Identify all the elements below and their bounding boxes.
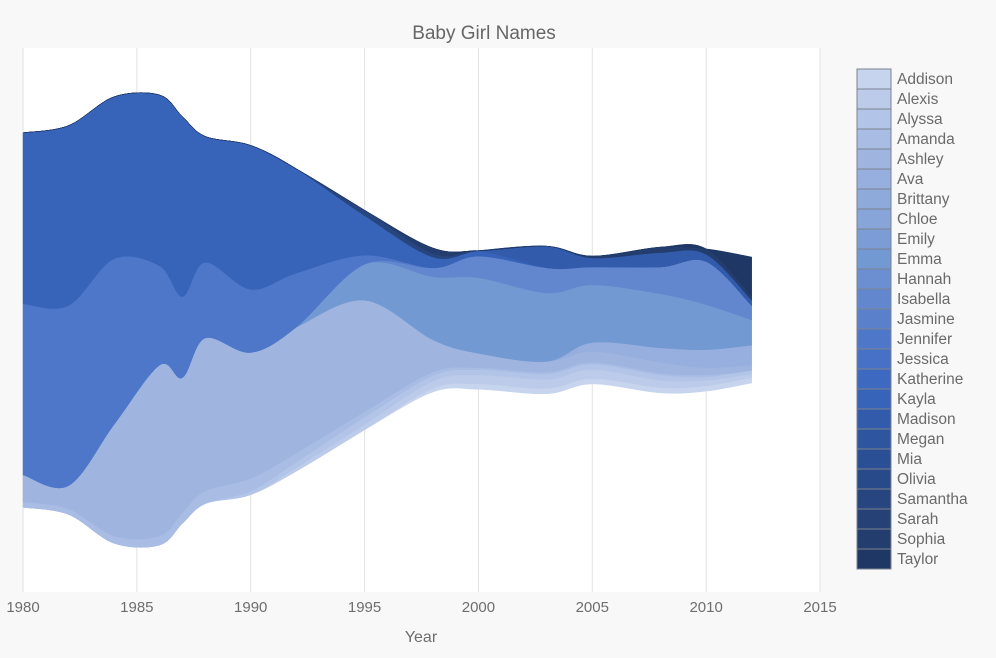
x-tick-label-1995: 1995: [348, 599, 381, 616]
legend-label-alyssa[interactable]: Alyssa: [897, 111, 943, 128]
legend-swatch-madison[interactable]: [856, 408, 892, 430]
legend-label-alexis[interactable]: Alexis: [897, 91, 939, 108]
x-tick-label-2015: 2015: [803, 599, 836, 616]
legend-swatch-ava[interactable]: [856, 168, 892, 190]
x-tick-label-2010: 2010: [689, 599, 722, 616]
legend-swatch-kayla[interactable]: [856, 388, 892, 410]
legend-swatch-samantha[interactable]: [856, 488, 892, 510]
stream-layers: [22, 92, 752, 548]
legend-label-olivia[interactable]: Olivia: [897, 471, 936, 488]
x-tick-label-1985: 1985: [120, 599, 153, 616]
legend-label-isabella[interactable]: Isabella: [897, 291, 951, 308]
legend-swatch-sophia[interactable]: [856, 528, 892, 550]
legend-swatch-emma[interactable]: [856, 248, 892, 270]
legend-label-hannah[interactable]: Hannah: [897, 271, 951, 288]
legend-swatch-chloe[interactable]: [856, 208, 892, 230]
legend-label-brittany[interactable]: Brittany: [897, 191, 950, 208]
legend-swatch-amanda[interactable]: [856, 128, 892, 150]
legend-label-samantha[interactable]: Samantha: [897, 491, 968, 508]
legend: Addison Alexis Alyssa Amanda Ashley Ava Britta…: [856, 68, 968, 570]
legend-label-ashley[interactable]: Ashley: [897, 151, 944, 168]
legend-swatch-taylor[interactable]: [856, 548, 892, 570]
legend-swatch-jessica[interactable]: [856, 348, 892, 370]
legend-label-katherine[interactable]: Katherine: [897, 371, 963, 388]
x-tick-label-1990: 1990: [234, 599, 267, 616]
x-axis-ticks: 1980 1985 1990 1995 2000 2005 2010 2015: [6, 599, 836, 616]
legend-swatch-mia[interactable]: [856, 448, 892, 470]
legend-swatch-sarah[interactable]: [856, 508, 892, 530]
legend-swatch-emily[interactable]: [856, 228, 892, 250]
legend-label-chloe[interactable]: Chloe: [897, 211, 938, 228]
legend-label-mia[interactable]: Mia: [897, 451, 922, 468]
legend-swatch-olivia[interactable]: [856, 468, 892, 490]
legend-label-jasmine[interactable]: Jasmine: [897, 311, 955, 328]
legend-label-sarah[interactable]: Sarah: [897, 511, 938, 528]
chart-title: Baby Girl Names: [412, 23, 556, 44]
legend-label-emily[interactable]: Emily: [897, 231, 935, 248]
legend-label-jennifer[interactable]: Jennifer: [897, 331, 952, 348]
legend-swatch-katherine[interactable]: [856, 368, 892, 390]
stream-taylor[interactable]: [22, 92, 752, 298]
legend-label-addison[interactable]: Addison: [897, 71, 953, 88]
legend-swatch-megan[interactable]: [856, 428, 892, 450]
legend-swatch-brittany[interactable]: [856, 188, 892, 210]
legend-swatch-hannah[interactable]: [856, 268, 892, 290]
x-tick-label-2005: 2005: [576, 599, 609, 616]
legend-swatch-ashley[interactable]: [856, 148, 892, 170]
legend-label-emma[interactable]: Emma: [897, 251, 942, 268]
legend-swatch-addison[interactable]: [856, 68, 892, 90]
legend-label-ava[interactable]: Ava: [897, 171, 924, 188]
legend-label-taylor[interactable]: Taylor: [897, 551, 938, 568]
legend-label-jessica[interactable]: Jessica: [897, 351, 949, 368]
legend-label-madison[interactable]: Madison: [897, 411, 956, 428]
legend-swatch-isabella[interactable]: [856, 288, 892, 310]
legend-label-amanda[interactable]: Amanda: [897, 131, 955, 148]
legend-label-sophia[interactable]: Sophia: [897, 531, 946, 548]
legend-label-megan[interactable]: Megan: [897, 431, 944, 448]
legend-swatch-jennifer[interactable]: [856, 328, 892, 350]
legend-swatch-alexis[interactable]: [856, 88, 892, 110]
x-tick-label-1980: 1980: [6, 599, 39, 616]
legend-swatch-alyssa[interactable]: [856, 108, 892, 130]
x-axis-label: Year: [405, 629, 438, 646]
legend-swatch-jasmine[interactable]: [856, 308, 892, 330]
legend-label-kayla[interactable]: Kayla: [897, 391, 936, 408]
x-tick-label-2000: 2000: [462, 599, 495, 616]
